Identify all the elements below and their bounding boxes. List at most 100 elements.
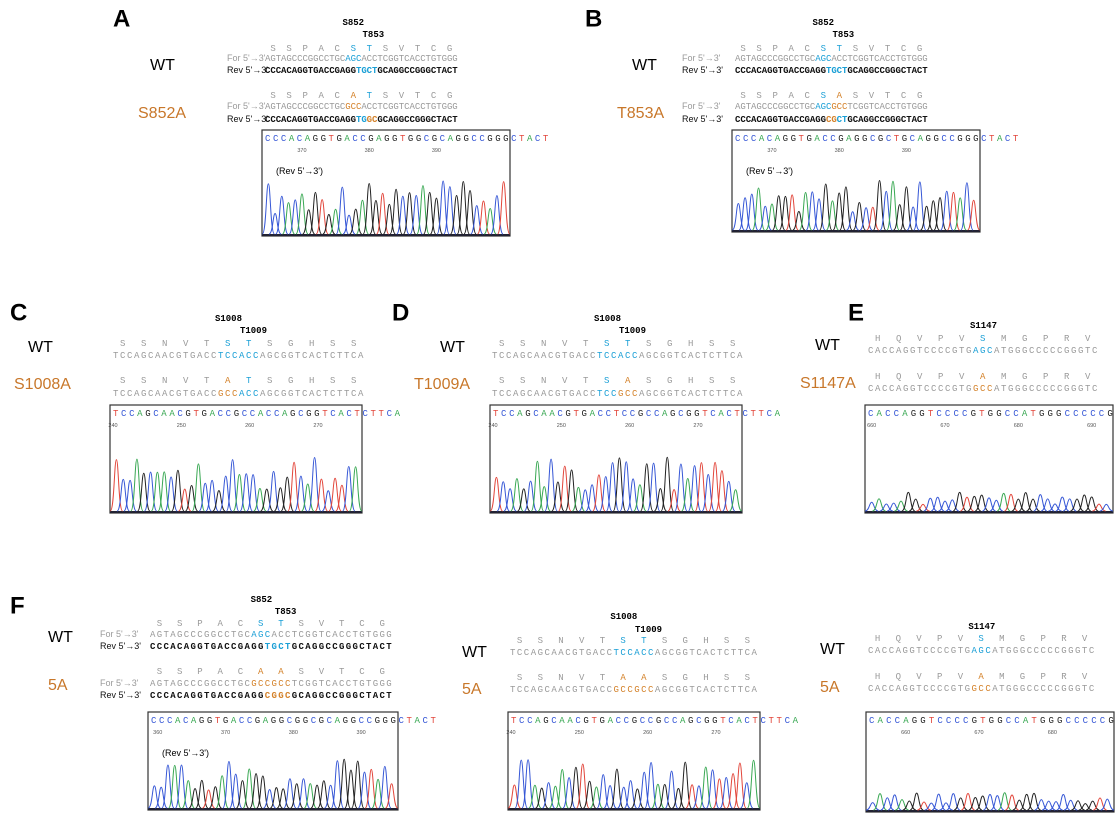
base-call: C bbox=[886, 716, 895, 726]
base-call: C bbox=[606, 409, 614, 419]
sequence-segment: AGTAGCCCGGCCTGC bbox=[735, 102, 816, 112]
base-call: C bbox=[533, 409, 541, 419]
base-call: C bbox=[910, 134, 918, 144]
base-call: G bbox=[1040, 716, 1049, 726]
base-call: G bbox=[582, 409, 590, 419]
sequence-segment: AGCGGTCACTCTTCA bbox=[655, 685, 759, 695]
sequence-segment: S bbox=[978, 634, 999, 644]
base-call: C bbox=[575, 716, 583, 726]
position-tick: 690 bbox=[1087, 423, 1096, 429]
base-call: C bbox=[868, 409, 877, 419]
base-call: C bbox=[696, 716, 704, 726]
sequence-segment: AGC bbox=[251, 630, 271, 640]
sequence-segment: MGPRV bbox=[1001, 372, 1106, 382]
base-call: C bbox=[726, 409, 734, 419]
base-call: C bbox=[327, 716, 335, 726]
residue-label: S1008 bbox=[215, 314, 242, 324]
base-call: C bbox=[501, 409, 509, 419]
base-call: C bbox=[622, 409, 630, 419]
sequence-segment: ATGGGCCCCCGGGTC bbox=[992, 684, 1096, 694]
base-call: A bbox=[161, 409, 169, 419]
base-call: C bbox=[1099, 409, 1108, 419]
sequence-segment: GCC bbox=[345, 102, 362, 112]
base-call: G bbox=[1108, 716, 1115, 726]
sequence: CACCAGGTCCCCGTGGCCATGGGCCCCCGGGTC bbox=[868, 384, 1099, 394]
base-call: C bbox=[830, 134, 838, 144]
base-call: A bbox=[662, 409, 670, 419]
base-call: G bbox=[391, 716, 399, 726]
base-call: G bbox=[375, 716, 383, 726]
sequence-segment: A bbox=[225, 376, 246, 386]
reverse-sequence: CCCACAGGTGACCGAGGCGGCGCAGGCCGGGCTACT bbox=[150, 691, 393, 701]
base-call: G bbox=[838, 134, 846, 144]
base-call: A bbox=[541, 409, 549, 419]
construct-label: 5A bbox=[48, 677, 68, 694]
sequence-segment: GCC bbox=[831, 102, 848, 112]
base-call: C bbox=[287, 716, 295, 726]
base-call: C bbox=[751, 134, 759, 144]
position-tick: 240 bbox=[506, 730, 515, 736]
position-tick: 390 bbox=[902, 148, 911, 154]
strand-label: For 5'→3' bbox=[682, 53, 721, 63]
base-call: A bbox=[590, 409, 598, 419]
position-tick: 270 bbox=[313, 423, 322, 429]
base-call: G bbox=[295, 716, 303, 726]
base-call: G bbox=[1057, 716, 1066, 726]
amino-acid-row: HQVPVAMGPRV bbox=[875, 672, 1103, 682]
base-call: T bbox=[322, 409, 330, 419]
base-call: C bbox=[1083, 716, 1092, 726]
base-call: C bbox=[981, 134, 989, 144]
sequence-segment: AGTAGCCCGGCCTGC bbox=[735, 54, 816, 64]
sequence-segment: TCCACC bbox=[597, 351, 639, 361]
base-call: T bbox=[894, 134, 902, 144]
base-call: C bbox=[954, 716, 963, 726]
construct-label: WT bbox=[150, 57, 175, 74]
sequence-segment: GCC bbox=[618, 389, 639, 399]
base-call: C bbox=[535, 134, 543, 144]
base-call: C bbox=[744, 716, 752, 726]
base-call: A bbox=[559, 716, 567, 726]
chromatogram-frame bbox=[866, 712, 1114, 812]
base-call: G bbox=[988, 409, 997, 419]
sequence-segment: CACCAGGTCCCCGTG bbox=[868, 646, 972, 656]
sequence-segment: CG bbox=[826, 115, 837, 125]
strand-label: Rev 5'→3' bbox=[227, 65, 268, 75]
sequence-segment: SSPAC bbox=[740, 44, 820, 54]
position-tick: 250 bbox=[557, 423, 566, 429]
base-call: C bbox=[735, 134, 743, 144]
sequence-segment: TCGGTCACCTGTGGG bbox=[847, 102, 927, 112]
sequence-segment: ST bbox=[258, 619, 299, 629]
base-call: G bbox=[383, 716, 391, 726]
sequence-segment: AGC bbox=[972, 646, 993, 656]
amino-acid-row: SSPACSTSVTCG bbox=[157, 619, 400, 629]
base-call: A bbox=[814, 134, 822, 144]
amino-acid-row: HQVPVSMGPRV bbox=[875, 634, 1103, 644]
base-call: C bbox=[121, 409, 129, 419]
position-tick: 270 bbox=[711, 730, 720, 736]
base-call: G bbox=[392, 134, 400, 144]
position-tick: 680 bbox=[1014, 423, 1023, 429]
base-call: G bbox=[432, 134, 440, 144]
sequence-segment: TCCACC bbox=[614, 648, 655, 658]
sequence-segment: AGCGGTCACTCTTCA bbox=[260, 389, 365, 399]
base-call: C bbox=[265, 134, 273, 144]
base-call: G bbox=[996, 409, 1005, 419]
sequence-segment: ATGGGCCCCCGGGTC bbox=[994, 384, 1099, 394]
sequence-segment: SSNVT bbox=[517, 673, 621, 683]
sequence-segment: AA bbox=[258, 667, 299, 677]
base-call: A bbox=[1022, 409, 1031, 419]
base-call: C bbox=[352, 134, 360, 144]
base-call: A bbox=[376, 134, 384, 144]
base-call: A bbox=[305, 134, 313, 144]
base-call: C bbox=[247, 716, 255, 726]
sequence-segment: SGHSS bbox=[646, 339, 751, 349]
base-call: G bbox=[920, 716, 929, 726]
sequence-segment: AGC bbox=[815, 102, 832, 112]
sequence-segment: SGHSS bbox=[267, 376, 372, 386]
base-call: G bbox=[384, 134, 392, 144]
base-call: T bbox=[777, 716, 785, 726]
strand-label: For 5'→3' bbox=[227, 53, 266, 63]
base-call: C bbox=[1013, 409, 1022, 419]
strand-label: For 5'→3' bbox=[100, 629, 139, 639]
base-call: G bbox=[408, 134, 416, 144]
